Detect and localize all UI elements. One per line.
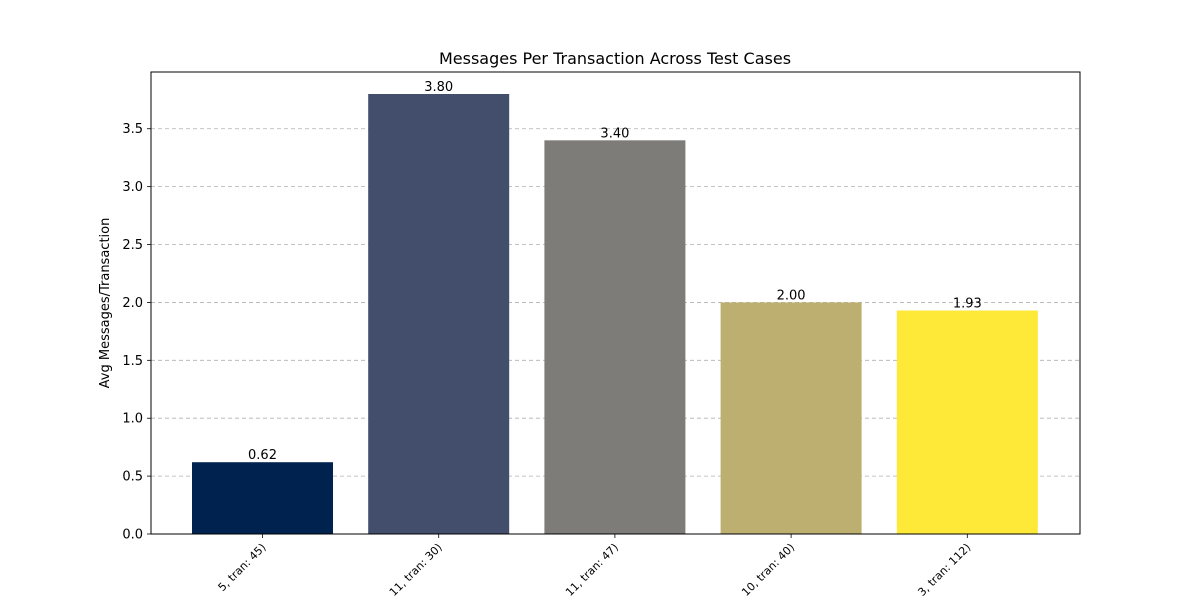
y-tick-label: 1.5 (122, 354, 143, 369)
y-tick-label: 0.5 (122, 470, 143, 485)
bar-value-label: 3.80 (424, 80, 453, 95)
y-tick-label: 2.5 (122, 238, 143, 253)
y-tick-label: 2.0 (122, 296, 143, 311)
bar-value-label: 3.40 (600, 126, 629, 141)
y-tick-label: 0.0 (122, 528, 143, 543)
bar (720, 302, 862, 534)
bar (544, 140, 686, 534)
chart-title: Messages Per Transaction Across Test Cas… (439, 49, 791, 68)
bar-value-label: 1.93 (953, 297, 982, 312)
y-tick-label: 3.0 (122, 180, 143, 195)
y-tick-label: 3.5 (122, 122, 143, 137)
bar-value-label: 0.62 (248, 448, 277, 463)
x-tick-label: 5, tran: 45) (216, 541, 269, 594)
bar-value-label: 2.00 (777, 288, 806, 303)
y-tick-labels: 0.0 0.5 1.0 1.5 2.0 2.5 3.0 3.5 (122, 122, 151, 543)
x-tick-label: 11, tran: 30) (387, 541, 445, 599)
bar (192, 462, 333, 534)
x-tick-labels: 5, tran: 45) 11, tran: 30) 11, tran: 47) 10… (216, 534, 973, 599)
x-tick-label: 10, tran: 40) (739, 541, 797, 599)
bar (896, 310, 1038, 534)
bar (368, 94, 510, 534)
x-tick-label: 11, tran: 47) (563, 541, 621, 599)
axes (150, 71, 1081, 535)
bars (192, 94, 1038, 534)
value-labels: 0.62 3.80 3.40 2.00 1.93 (248, 80, 982, 463)
x-tick-label: 3, tran: 112) (915, 541, 973, 599)
y-tick-label: 1.0 (122, 412, 143, 427)
plot-frame (150, 71, 1081, 535)
y-axis-label: Avg Messages/Transaction (98, 218, 113, 389)
